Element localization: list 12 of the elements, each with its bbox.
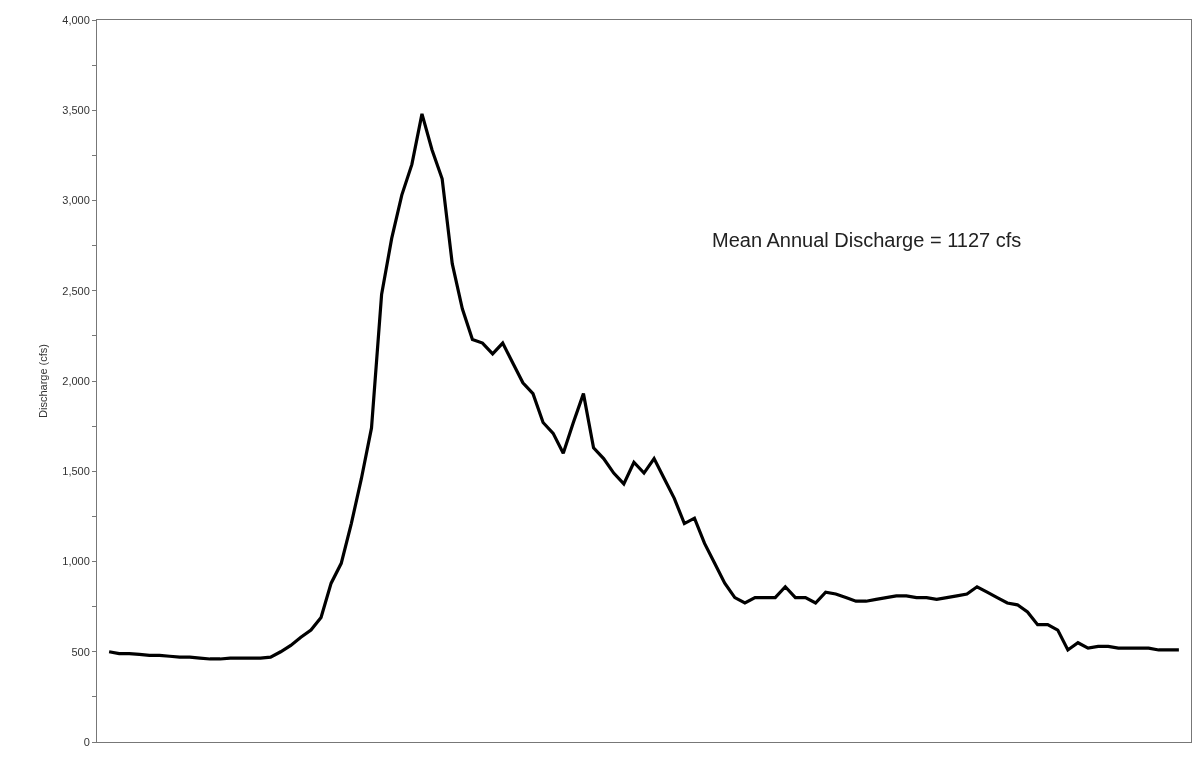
- y-tick-label: 0: [83, 735, 90, 748]
- annotation: Mean Annual Discharge = 1127 cfs: [712, 229, 1022, 251]
- y-tick-label: 3,000: [62, 194, 90, 207]
- y-tick-label: 500: [71, 645, 90, 658]
- y-tick-label: 4,000: [62, 13, 90, 26]
- line-series: [107, 112, 1181, 661]
- y-tick-label: 1,500: [62, 465, 90, 478]
- y-tick-label: 2,000: [62, 374, 90, 387]
- y-tick-label: 1,000: [62, 555, 90, 568]
- y-tick-label: 3,500: [62, 104, 90, 117]
- y-tick-label: 2,500: [62, 284, 90, 297]
- y-axis-title: Discharge (cfs): [36, 344, 49, 418]
